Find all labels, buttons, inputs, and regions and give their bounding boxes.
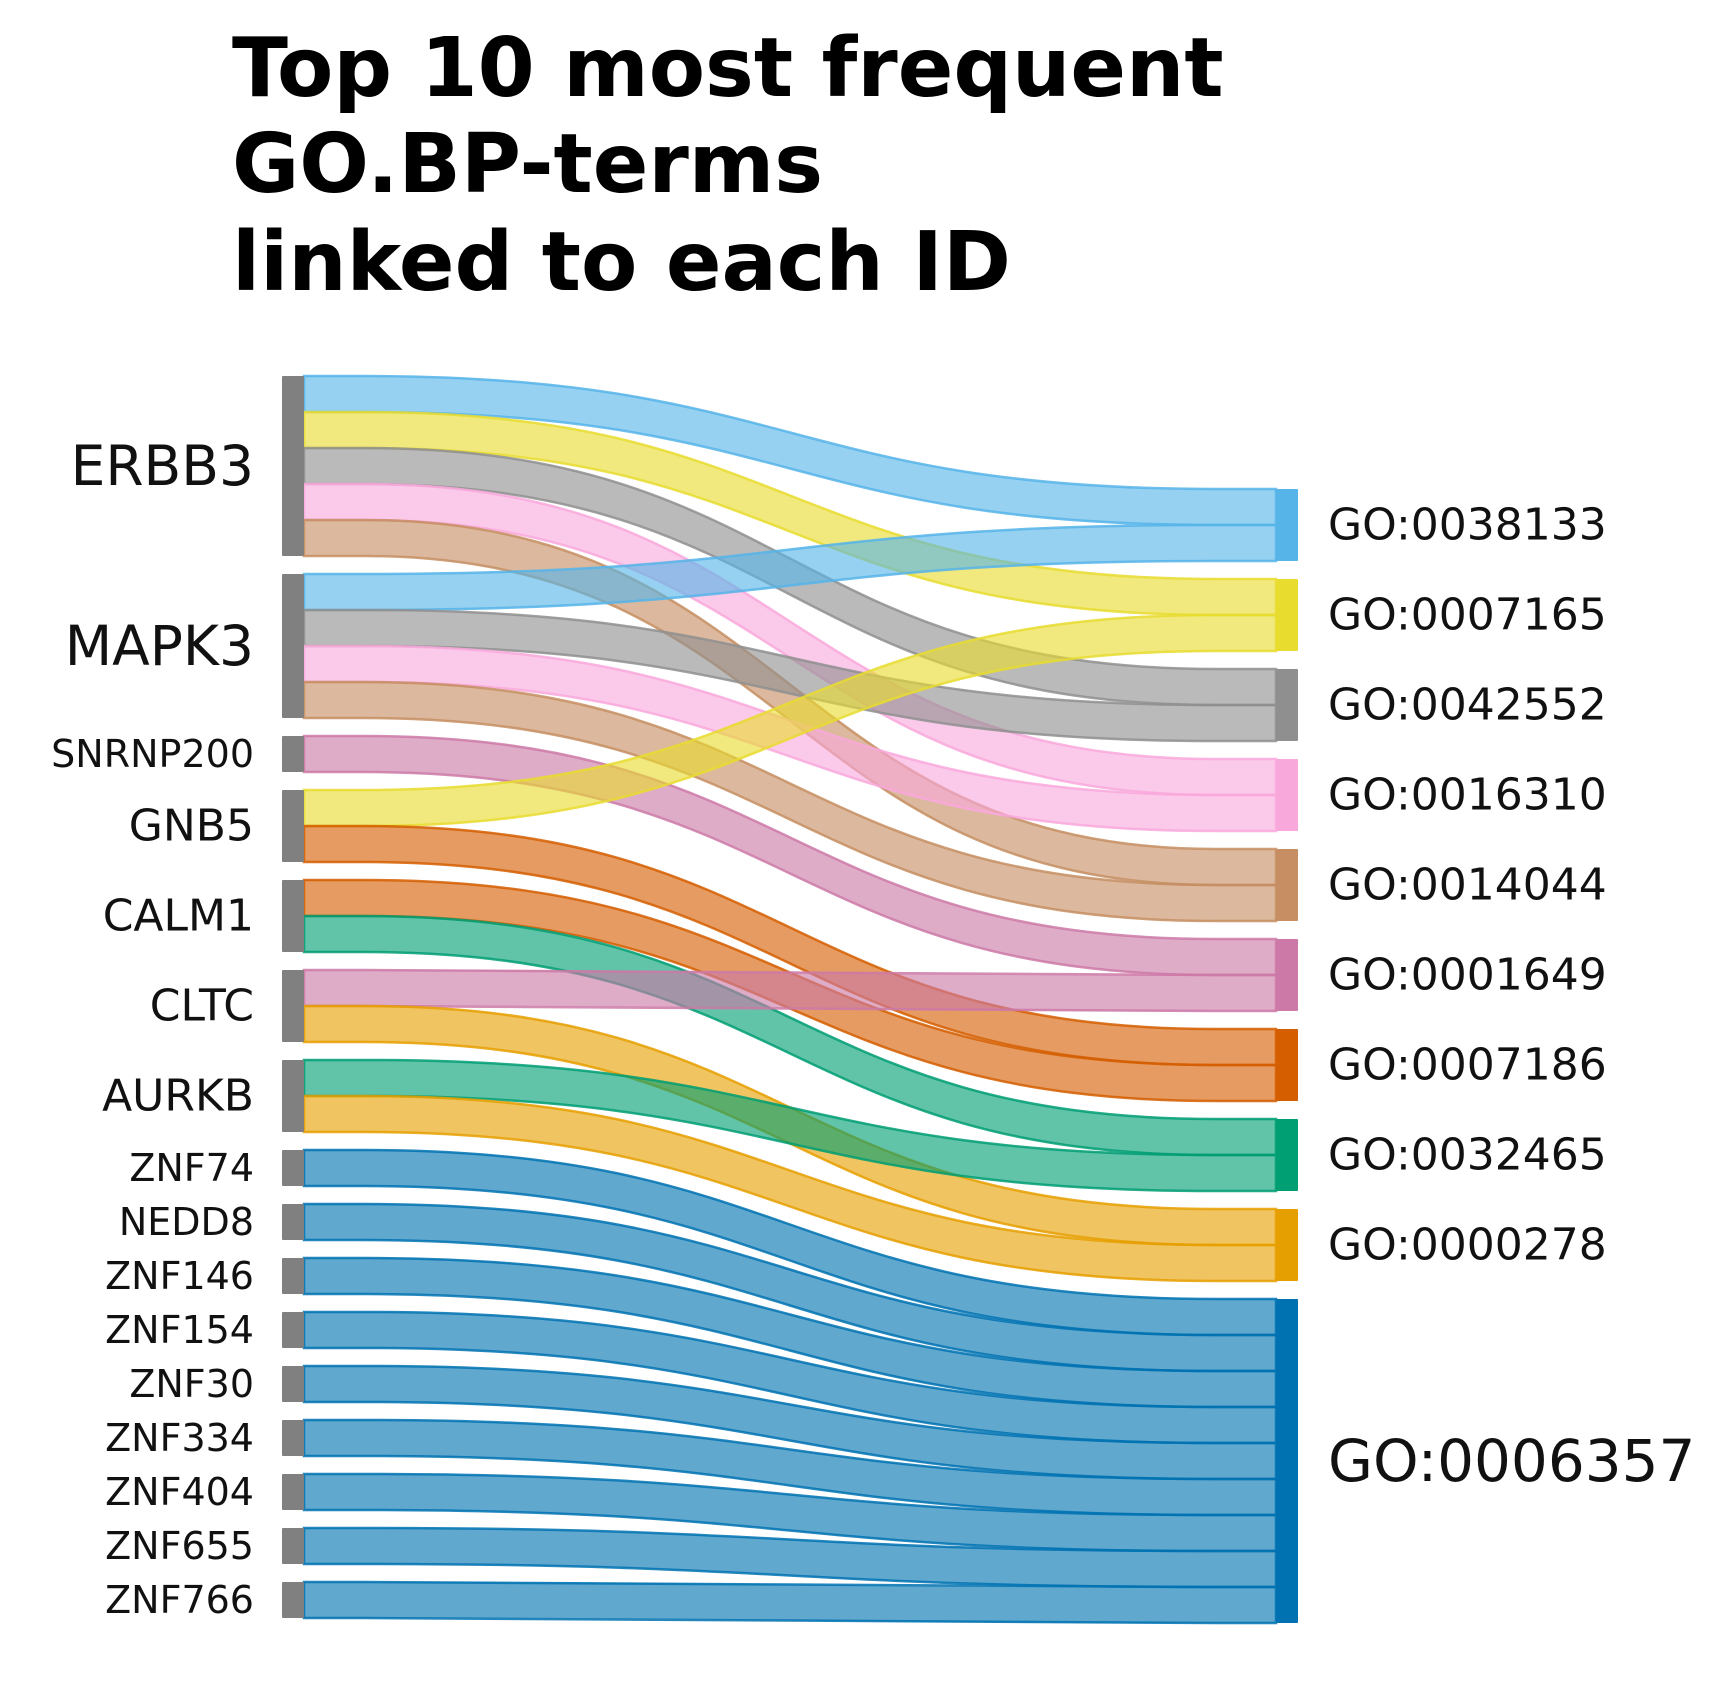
source-node-znf74	[282, 1150, 304, 1186]
link-aurkb-to-go-0032465	[302, 1058, 1278, 1193]
source-label-znf334: ZNF334	[105, 1416, 254, 1460]
target-label-go-0014044: GO:0014044	[1328, 860, 1607, 911]
source-label-znf154: ZNF154	[105, 1308, 254, 1352]
source-label-gnb5: GNB5	[129, 801, 254, 852]
target-node-go-0007186	[1276, 1029, 1298, 1101]
target-node-go-0038133	[1276, 489, 1298, 561]
links-layer	[302, 374, 1278, 1625]
link-mapk3-to-go-0038133	[302, 523, 1278, 612]
source-node-snrnp200	[282, 736, 304, 772]
link-znf766-to-go-0006357	[302, 1580, 1278, 1625]
source-label-snrnp200: SNRNP200	[51, 732, 254, 776]
source-node-mapk3	[282, 574, 304, 718]
source-label-znf146: ZNF146	[105, 1254, 254, 1298]
title-line-1: Top 10 most frequent	[232, 21, 1224, 116]
source-node-znf404	[282, 1474, 304, 1510]
source-label-znf30: ZNF30	[129, 1362, 254, 1406]
source-node-calm1	[282, 880, 304, 952]
source-label-erbb3: ERBB3	[71, 434, 254, 498]
source-label-mapk3: MAPK3	[65, 614, 254, 678]
source-node-znf655	[282, 1528, 304, 1564]
source-node-erbb3	[282, 376, 304, 556]
target-node-go-0006357	[1276, 1299, 1298, 1623]
target-label-go-0038133: GO:0038133	[1328, 500, 1607, 551]
source-node-nedd8	[282, 1204, 304, 1240]
target-label-go-0007165: GO:0007165	[1328, 590, 1607, 641]
source-label-znf404: ZNF404	[105, 1470, 254, 1514]
source-label-znf74: ZNF74	[129, 1146, 254, 1190]
target-node-go-0001649	[1276, 939, 1298, 1011]
target-node-go-0007165	[1276, 579, 1298, 651]
chart-title: Top 10 most frequent GO.BP-terms linked …	[232, 21, 1224, 310]
source-node-gnb5	[282, 790, 304, 862]
source-label-nedd8: NEDD8	[119, 1200, 254, 1244]
target-node-go-0000278	[1276, 1209, 1298, 1281]
source-node-cltc	[282, 970, 304, 1042]
link-gnb5-to-go-0007165	[302, 613, 1278, 828]
source-label-znf655: ZNF655	[105, 1524, 254, 1568]
source-node-znf146	[282, 1258, 304, 1294]
source-node-znf30	[282, 1366, 304, 1402]
target-node-go-0042552	[1276, 669, 1298, 741]
nodes-layer	[282, 376, 1298, 1623]
source-node-aurkb	[282, 1060, 304, 1132]
target-label-go-0001649: GO:0001649	[1328, 950, 1607, 1001]
target-label-go-0007186: GO:0007186	[1328, 1040, 1607, 1091]
target-label-go-0000278: GO:0000278	[1328, 1220, 1607, 1271]
link-cltc-to-go-0001649	[302, 968, 1278, 1013]
source-node-znf766	[282, 1582, 304, 1618]
source-node-znf154	[282, 1312, 304, 1348]
target-node-go-0016310	[1276, 759, 1298, 831]
source-label-cltc: CLTC	[150, 981, 254, 1032]
target-label-go-0032465: GO:0032465	[1328, 1130, 1607, 1181]
source-label-aurkb: AURKB	[102, 1071, 254, 1122]
title-line-2: GO.BP-terms	[232, 117, 823, 212]
target-label-go-0006357: GO:0006357	[1328, 1427, 1695, 1495]
source-label-znf766: ZNF766	[105, 1578, 254, 1622]
labels-layer: ERBB3 MAPK3 SNRNP200 GNB5 CALM1 CLTC AURKB ZNF7…	[51, 434, 1695, 1622]
target-label-go-0016310: GO:0016310	[1328, 770, 1607, 821]
title-line-3: linked to each ID	[232, 215, 1011, 310]
source-label-calm1: CALM1	[103, 891, 254, 942]
link-aurkb-to-go-0000278	[302, 1094, 1278, 1283]
link-mapk3-to-go-0042552	[302, 608, 1278, 743]
target-label-go-0042552: GO:0042552	[1328, 680, 1607, 731]
target-node-go-0032465	[1276, 1119, 1298, 1191]
target-node-go-0014044	[1276, 849, 1298, 921]
source-node-znf334	[282, 1420, 304, 1456]
